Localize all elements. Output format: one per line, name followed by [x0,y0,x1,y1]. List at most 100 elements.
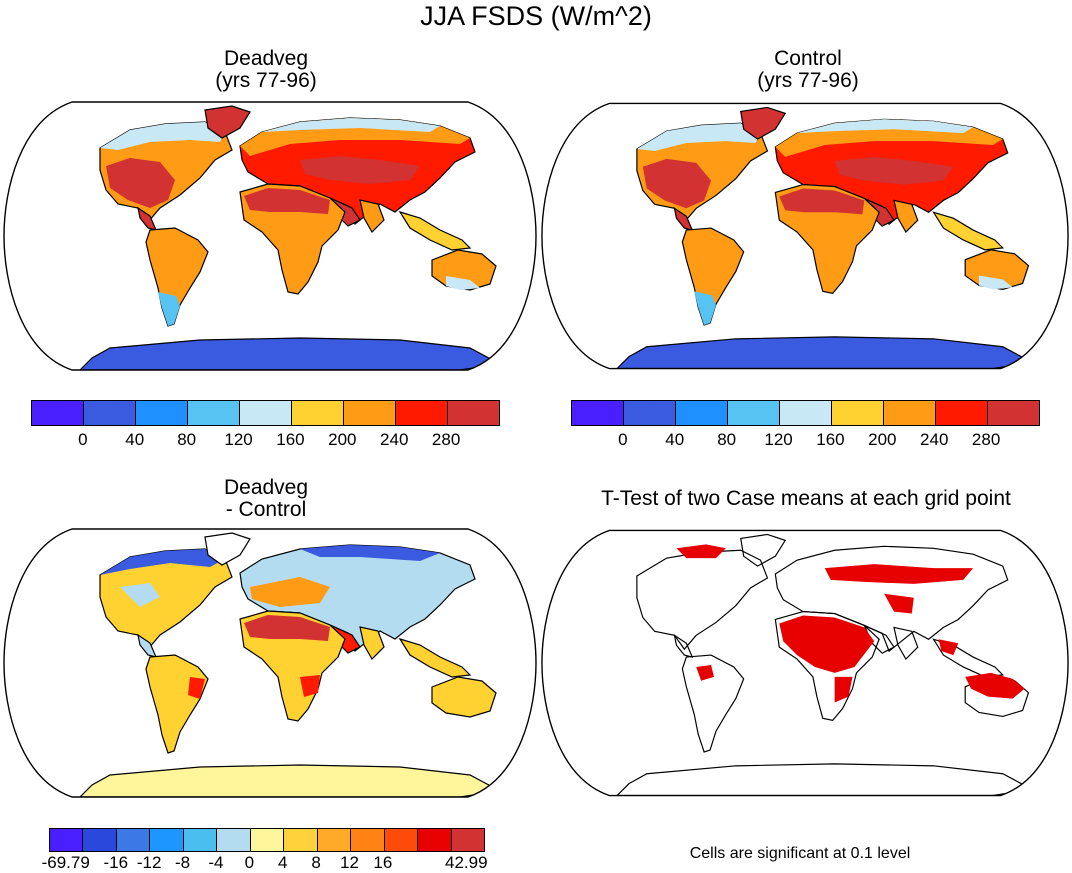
colorbar-tick-label: -69.79 [41,853,90,872]
colorbar-difference-swatch [250,829,285,851]
south-australia-region [446,276,480,290]
colorbar-control-swatch [572,401,624,425]
colorbar-difference-swatch [83,829,117,851]
greenland-region [204,105,251,139]
significant-region [938,639,959,656]
antarctica-region [78,337,502,370]
panel-title-deadveg: Deadveg (yrs 77-96) [166,48,366,92]
central-america-region [137,633,158,658]
significance-note: Cells are significant at 0.1 level [689,845,911,862]
colorbar-tick-label: 80 [177,430,197,449]
colorbar-tick-label: 8 [311,853,321,872]
southeast-asia-region [932,211,1005,251]
north-america-hot-region [106,158,175,208]
colorbar-tick-label: 160 [276,430,305,449]
south-australia-region [979,275,1013,290]
colorbar-deadveg-swatch [396,401,448,425]
arctic-canada-region [100,122,225,150]
colorbar-control-swatch [676,401,728,425]
colorbar-tick-label: 80 [717,430,737,449]
panel-title-line2: (yrs 77-96) [215,69,317,92]
colorbar-tick-label: 240 [380,430,409,449]
significant-region [884,593,914,614]
map-deadveg [3,101,537,371]
greenland-region [204,532,251,566]
colorbar-deadveg-labels: 0 40 80 120 160 200 240 280 [31,430,498,450]
significant-region [965,672,1025,699]
colorbar-difference-swatch [317,829,352,851]
colorbar-tick-label: -12 [136,853,162,872]
colorbar-tick-label: 280 [971,430,1001,449]
colorbar-control-swatch [884,401,936,425]
central-asia-hot-region [834,156,954,185]
sahara-region [244,615,330,641]
colorbar-control-swatch [624,401,676,425]
central-america-region [137,206,158,231]
east-africa-warm-region [300,675,320,697]
colorbar-tick-label: -16 [103,853,129,872]
colorbar-tick-label: 0 [618,430,628,449]
greenland-region [740,106,787,140]
panel-title-line1: Deadveg [223,476,309,499]
arctic-canada-region [100,549,225,575]
significant-region [834,676,853,703]
eurasia-outline [774,545,1009,653]
colorbar-tick-label: 200 [868,430,897,449]
map-ttest [541,529,1069,797]
colorbar-control-labels: 0 40 80 120 160 200 240 280 [571,430,1038,450]
sahara-region [779,188,865,215]
colorbar-deadveg-swatch [344,401,396,425]
panel-title-line2: (yrs 77-96) [757,69,859,92]
colorbar-deadveg-swatch [188,401,240,425]
colorbar-deadveg-swatch [84,401,136,425]
colorbar-difference-swatch [116,829,151,851]
colorbar-deadveg-swatch [292,401,344,425]
colorbar-control-swatch [936,401,988,425]
arctic-siberia-region [300,545,440,561]
central-america-region [673,207,694,231]
colorbar-deadveg [31,400,500,426]
colorbar-difference-swatch [150,829,184,851]
colorbar-tick-label: 120 [224,430,253,449]
panel-title-line1: Deadveg [223,47,309,70]
centralAm-outline [673,634,694,658]
colorbar-tick-label: 0 [78,430,88,449]
seAsia-outline [932,638,1005,678]
colorbar-tick-label: 160 [816,430,845,449]
significant-region [676,544,726,559]
panel-title-line1: Control [774,47,842,70]
colorbar-difference-swatch [183,829,218,851]
colorbar-tick-label: 120 [764,430,793,449]
colorbar-tick-label: 200 [328,430,357,449]
north-america-hot-region [642,158,712,209]
colorbar-difference-swatch [384,829,419,851]
colorbar-control-swatch [832,401,884,425]
south-america-region [145,654,209,754]
colorbar-deadveg-swatch [240,401,292,425]
india-region [359,199,385,233]
colorbar-tick-label: 4 [277,853,288,872]
map-difference [3,528,537,798]
colorbar-tick-label: 16 [373,853,393,872]
india-outline [893,626,919,661]
map-content [78,532,502,797]
panel-title-line1: T-Test of two Case means at each grid po… [601,487,1011,510]
colorbar-difference-swatch [351,829,385,851]
colorbar-tick-label: 12 [339,853,359,872]
patagonia-region [158,292,180,326]
map-content [78,105,502,370]
central-asia-hot-region [300,156,420,184]
colorbar-difference-swatch [50,829,84,851]
colorbar-tick-label: 0 [244,853,255,872]
colorbar-control [571,400,1040,426]
sahara-region [244,188,330,214]
antarctica-region [615,336,1035,369]
southeast-asia-region [398,210,472,251]
australia-region [431,676,497,718]
map-frame [3,101,537,371]
colorbar-difference-swatch [451,829,485,851]
significant-region [696,664,715,681]
panel-title-line2: - Control [225,498,307,521]
patagonia-region [694,291,716,325]
antarctica-outline [615,763,1035,796]
